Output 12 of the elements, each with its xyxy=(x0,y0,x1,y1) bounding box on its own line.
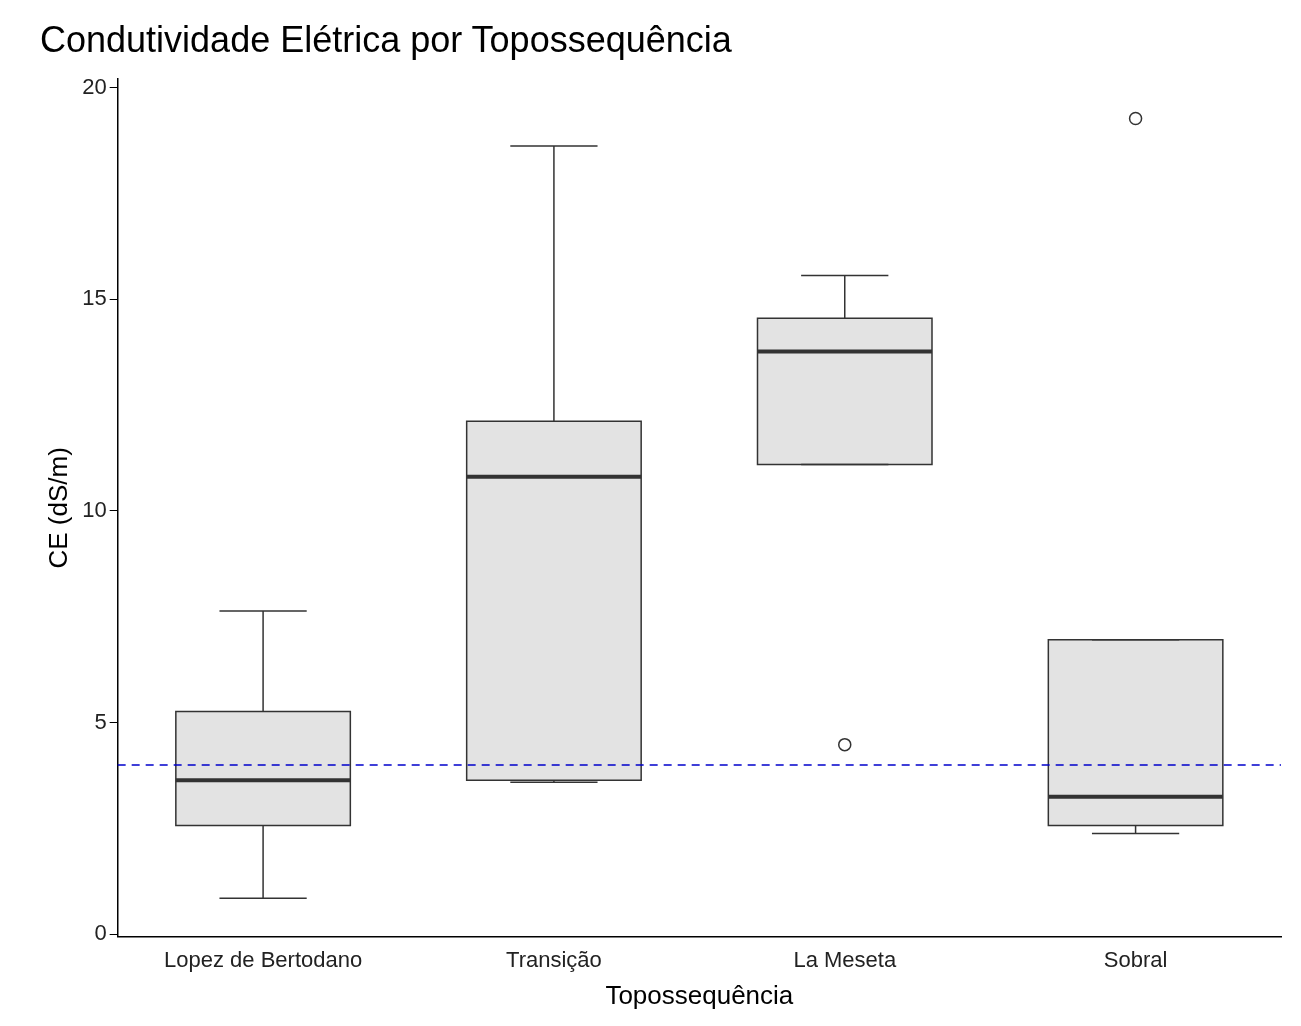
x-tick-label: La Meseta xyxy=(793,946,897,972)
x-tick-label: Sobral xyxy=(1103,946,1168,972)
y-tick-label: 15 xyxy=(82,285,107,311)
y-tick-label: 20 xyxy=(82,73,107,99)
y-axis-title: CE (dS/m) xyxy=(42,447,73,569)
y-tick-label: 10 xyxy=(82,497,107,523)
chart-title: Condutividade Elétrica por Topossequência xyxy=(40,18,733,60)
x-tick-label: Lopez de Bertodano xyxy=(164,946,363,972)
y-tick-label: 5 xyxy=(94,708,107,734)
x-axis-title: Topossequência xyxy=(605,979,794,1010)
y-tick-label: 0 xyxy=(94,920,107,946)
x-tick-label: Transição xyxy=(506,946,602,972)
